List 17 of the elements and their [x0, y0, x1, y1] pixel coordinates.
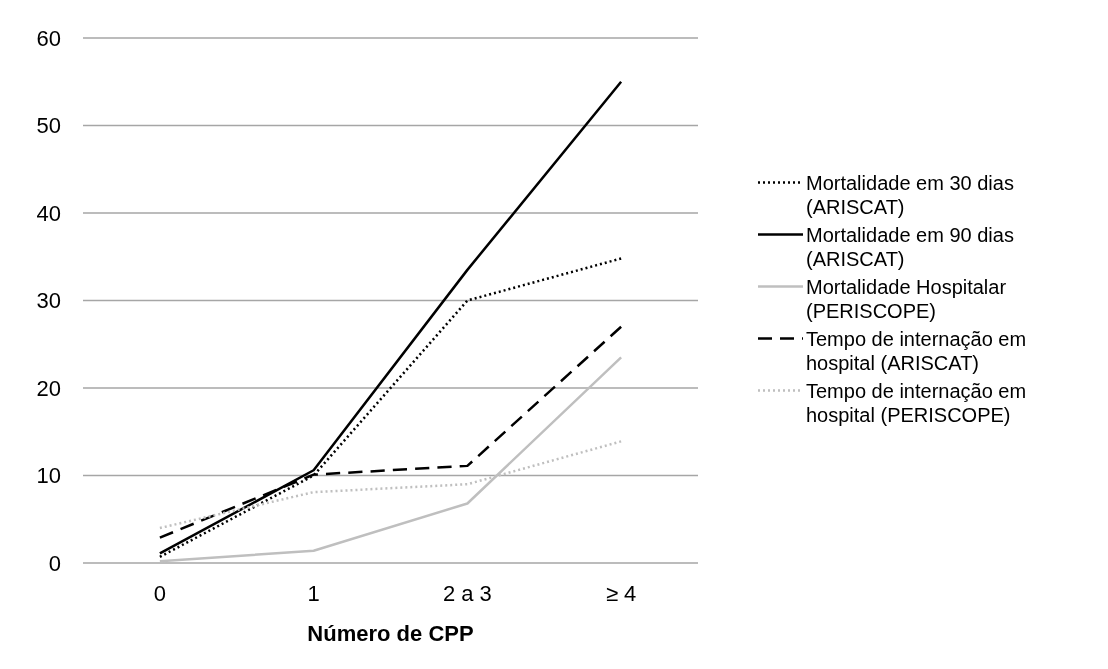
y-tick-label: 10: [36, 463, 61, 489]
y-tick-label: 60: [36, 25, 61, 51]
y-tick-label: 0: [48, 550, 61, 576]
legend-label: Tempo de internação em hospital (PERISCOPE): [806, 379, 1027, 426]
x-tick-label: 0: [153, 581, 166, 606]
y-tick-label: 30: [36, 288, 61, 314]
x-tick-label: 1: [307, 581, 320, 606]
y-tick-label: 20: [36, 375, 61, 401]
x-tick-label: 2 a 3: [442, 581, 492, 606]
legend-label: Mortalidade em 90 dias (ARISCAT): [806, 223, 1014, 270]
y-tick-label: 50: [36, 113, 61, 139]
legend-label: Tempo de internação em hospital (ARISCAT): [806, 327, 1027, 374]
legend-label: Mortalidade em 30 dias (ARISCAT): [806, 171, 1014, 218]
x-axis-title: Número de CPP: [307, 621, 474, 646]
legend-label: Mortalidade Hospitalar (PERISCOPE): [806, 275, 1007, 322]
y-tick-label: 40: [36, 200, 61, 226]
x-tick-label: ≥ 4: [605, 581, 637, 606]
